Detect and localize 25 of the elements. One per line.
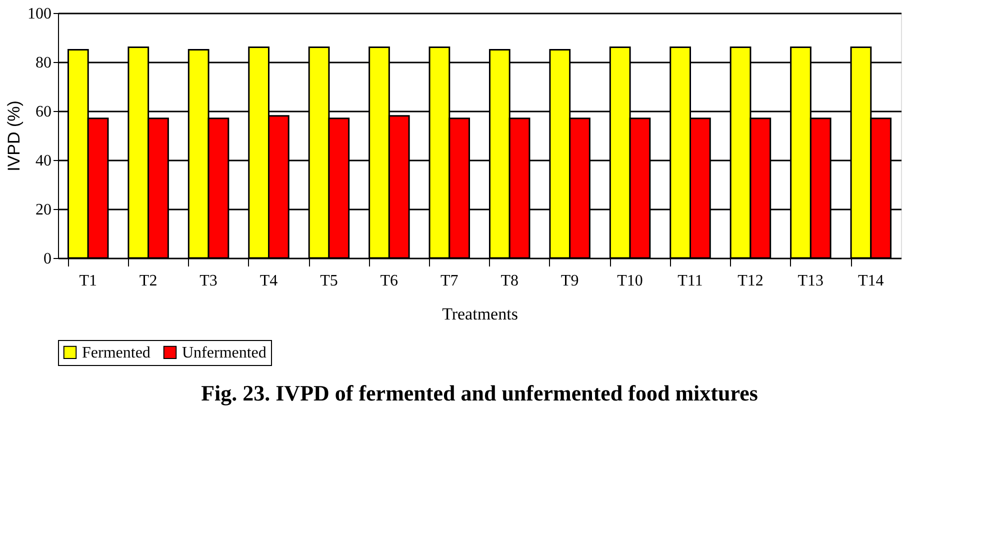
x-tick-label: T2 bbox=[139, 272, 158, 290]
x-tick-label: T6 bbox=[380, 272, 398, 290]
y-axis-title: IVPD (%) bbox=[4, 100, 24, 172]
legend-label: Fermented bbox=[82, 344, 150, 362]
x-axis-title: Treatments bbox=[442, 304, 518, 324]
y-tick-label: 40 bbox=[36, 152, 52, 170]
y-tick-label: 100 bbox=[28, 6, 52, 22]
x-tick-label: T11 bbox=[678, 272, 703, 290]
x-tick-label: T4 bbox=[260, 272, 278, 290]
x-tick-label: T12 bbox=[738, 272, 764, 290]
text: Fig. 23. IVPD of fermented and unfermented food mixtures bbox=[201, 380, 758, 406]
x-tick-label: T3 bbox=[200, 272, 218, 290]
x-tick-label: T14 bbox=[858, 272, 884, 290]
x-tick-label: T13 bbox=[798, 272, 824, 290]
x-tick-label: T9 bbox=[560, 272, 579, 290]
y-tick-label: 60 bbox=[36, 104, 52, 120]
legend-label: Unfermented bbox=[182, 344, 266, 362]
x-tick-label: T1 bbox=[79, 272, 97, 290]
y-tick-label: 20 bbox=[36, 202, 52, 218]
x-tick-label: T5 bbox=[320, 272, 338, 290]
y-tick-label: 80 bbox=[36, 54, 52, 72]
y-tick-label: 0 bbox=[44, 250, 52, 268]
x-tick-label: T10 bbox=[617, 272, 643, 290]
x-tick-label: T7 bbox=[440, 272, 458, 290]
x-tick-label: T8 bbox=[500, 272, 518, 290]
